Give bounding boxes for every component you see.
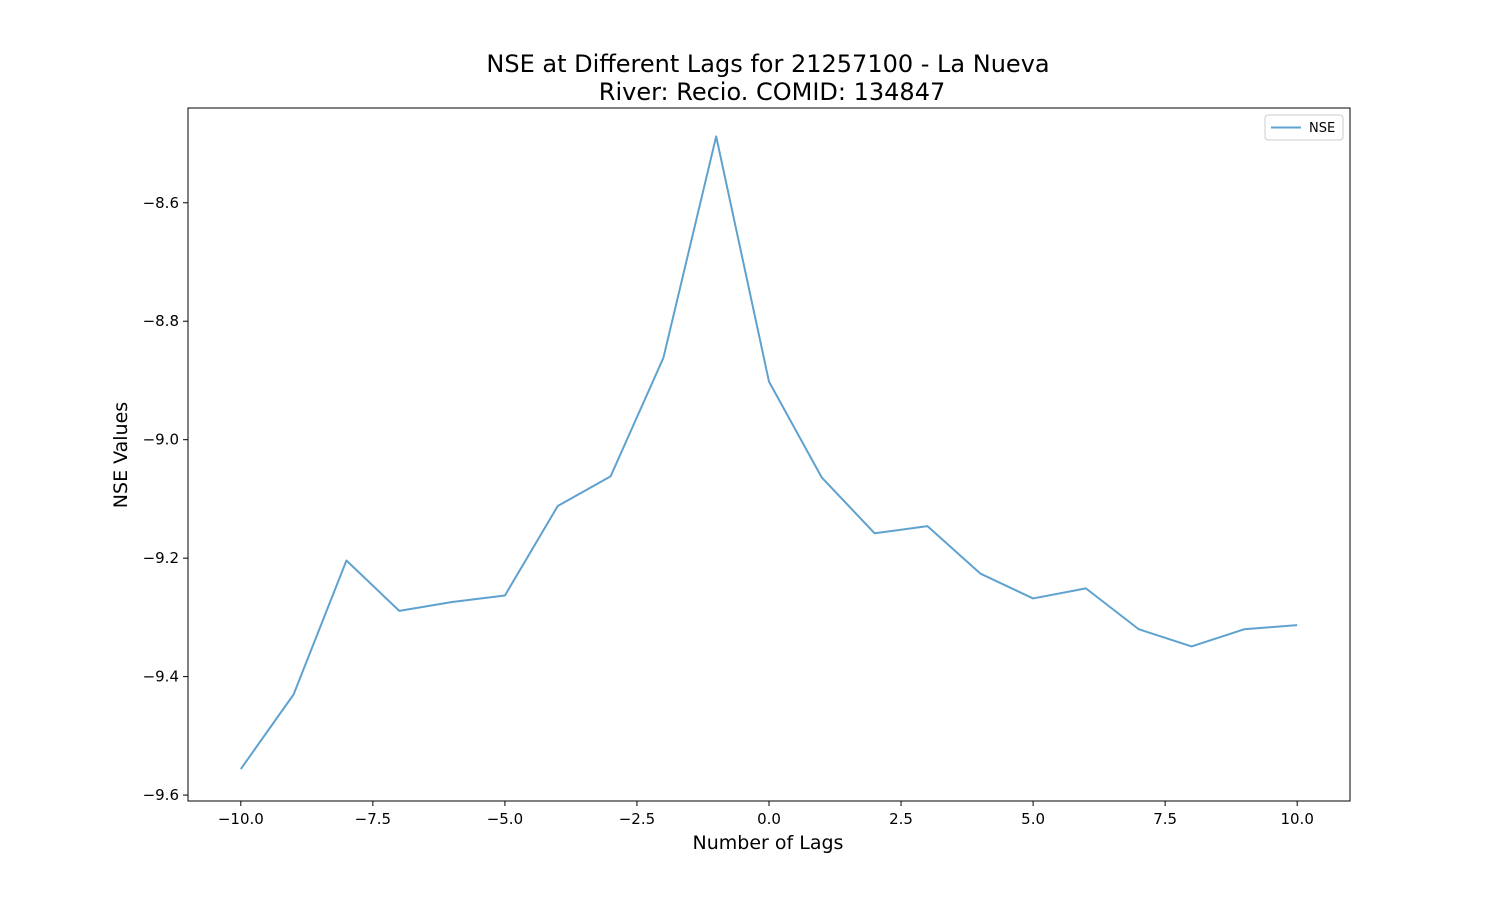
y-axis-label: NSE Values xyxy=(110,402,132,508)
data-point xyxy=(1032,597,1034,599)
data-point xyxy=(345,560,347,562)
data-point xyxy=(240,768,242,770)
data-point xyxy=(979,573,981,575)
y-tick-label: −8.8 xyxy=(143,312,179,330)
axes: −10.0 −7.5 −5.0 −2.5 0.0 2.5 5.0 7.5 10.0 −9.6 −9.… xyxy=(143,107,1351,828)
x-axis-label: Number of Lags xyxy=(693,832,844,854)
x-tick-label: 2.5 xyxy=(889,810,913,828)
chart-title-line1: NSE at Different Lags for 21257100 - La … xyxy=(486,50,1049,78)
x-tick-label: −2.5 xyxy=(619,810,655,828)
data-point xyxy=(821,477,823,479)
series-line-nse xyxy=(240,135,1298,770)
y-tick-label: −9.4 xyxy=(143,668,179,686)
data-point xyxy=(398,610,400,612)
legend: NSE xyxy=(1264,114,1344,141)
y-tick-label: −9.0 xyxy=(143,431,179,449)
x-tick-label: 5.0 xyxy=(1021,810,1045,828)
x-tick-label: 0.0 xyxy=(757,810,781,828)
x-tick-label: −10.0 xyxy=(218,810,264,828)
data-point xyxy=(610,475,612,477)
data-point xyxy=(1138,628,1140,630)
data-point xyxy=(1243,628,1245,630)
x-tick-label: −5.0 xyxy=(487,810,523,828)
legend-box xyxy=(1264,114,1344,141)
y-tick-label: −9.2 xyxy=(143,549,179,567)
x-tick-label: 10.0 xyxy=(1280,810,1313,828)
data-point xyxy=(715,135,717,137)
data-point xyxy=(451,601,453,603)
chart-title-line2: River: Recio. COMID: 134847 xyxy=(599,78,945,106)
y-tick-label: −9.6 xyxy=(143,786,179,804)
data-point xyxy=(662,357,664,359)
data-point xyxy=(1191,645,1193,647)
data-point xyxy=(1085,587,1087,589)
legend-label: NSE xyxy=(1309,121,1335,136)
y-tick-label: −8.6 xyxy=(143,194,179,212)
data-point xyxy=(874,532,876,534)
x-tick-label: −7.5 xyxy=(355,810,391,828)
data-point xyxy=(768,381,770,383)
plot-area xyxy=(240,135,1298,770)
data-point xyxy=(504,594,506,596)
data-point xyxy=(293,693,295,695)
data-point xyxy=(1296,624,1298,626)
x-tick-label: 7.5 xyxy=(1153,810,1177,828)
data-point xyxy=(926,525,928,527)
data-point xyxy=(557,505,559,507)
